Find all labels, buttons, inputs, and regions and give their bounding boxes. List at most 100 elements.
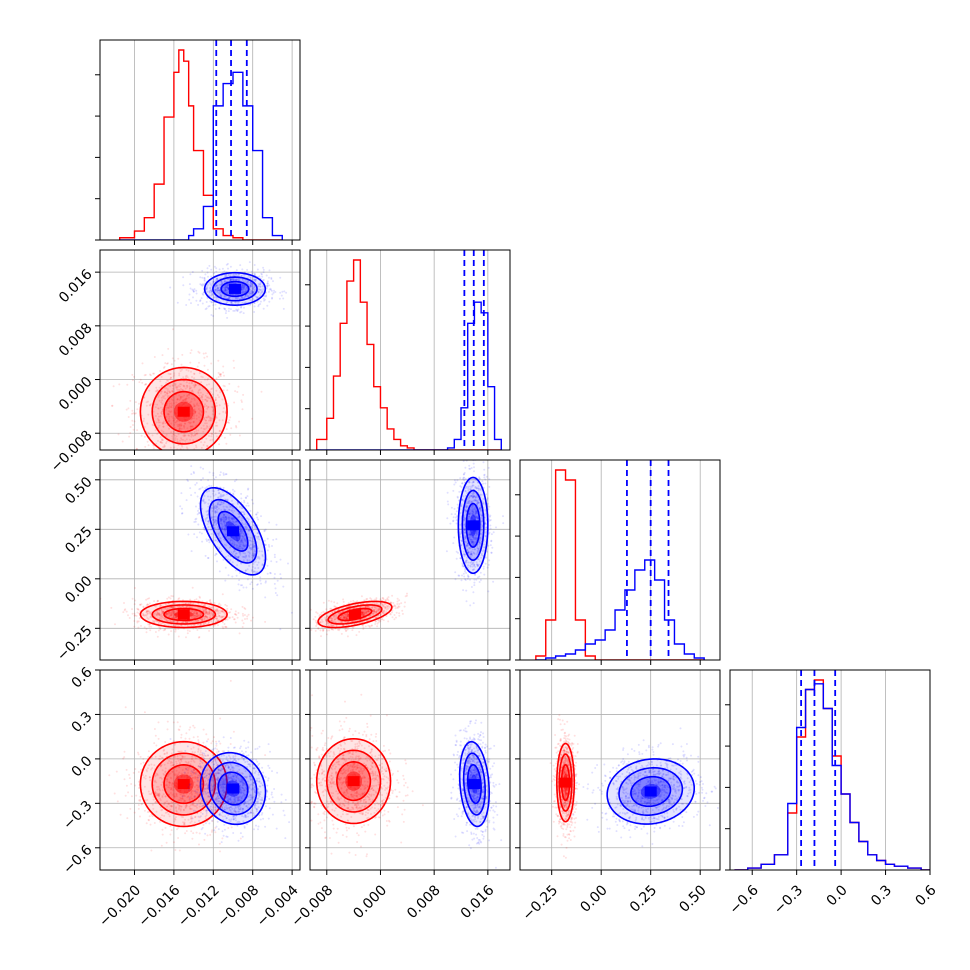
red-sample-point xyxy=(195,432,198,435)
red-sample-point xyxy=(153,620,156,623)
red-sample-point xyxy=(159,615,162,618)
red-sample-point xyxy=(395,616,397,619)
red-sample-point xyxy=(222,384,225,387)
red-sample-point xyxy=(168,406,171,409)
blue-sample-point xyxy=(502,515,504,518)
red-sample-point xyxy=(196,611,198,614)
red-sample-point xyxy=(215,404,218,407)
red-sample-point xyxy=(204,352,207,355)
blue-sample-point xyxy=(246,268,249,271)
red-sample-point xyxy=(396,600,399,603)
blue-sample-point xyxy=(229,279,232,282)
blue-sample-point xyxy=(229,278,232,281)
red-sample-point xyxy=(210,405,213,408)
blue-sample-point xyxy=(238,543,241,546)
red-sample-point xyxy=(374,623,377,625)
red-sample-point xyxy=(160,390,163,393)
red-sample-point xyxy=(197,408,200,410)
red-sample-point xyxy=(200,395,203,397)
blue-sample-point xyxy=(206,516,209,519)
red-sample-point xyxy=(212,408,215,411)
blue-sample-point xyxy=(208,281,211,284)
red-sample-point xyxy=(182,399,185,402)
red-sample-point xyxy=(174,624,177,627)
blue-sample-point xyxy=(240,531,243,534)
red-sample-point xyxy=(210,607,213,609)
red-sample-point xyxy=(219,609,222,612)
red-sample-point xyxy=(131,409,134,412)
red-sample-point xyxy=(221,419,224,422)
blue-sample-point xyxy=(222,505,225,508)
blue-sample-point xyxy=(280,294,283,297)
blue-sample-point xyxy=(246,295,249,298)
red-sample-point xyxy=(137,608,140,611)
red-sample-point xyxy=(216,609,219,612)
blue-sample-point xyxy=(229,539,232,542)
blue-sample-point xyxy=(213,478,216,481)
red-sample-point xyxy=(230,608,233,611)
blue-sample-point xyxy=(453,536,456,539)
red-sample-point xyxy=(148,610,151,613)
red-sample-point xyxy=(197,619,200,622)
red-sample-point xyxy=(162,366,165,369)
red-sample-point xyxy=(166,412,169,415)
blue-sample-point xyxy=(245,554,248,557)
blue-sample-point xyxy=(258,556,261,559)
red-sample-point xyxy=(241,453,243,455)
red-sample-point xyxy=(199,397,202,399)
red-sample-point xyxy=(163,607,166,610)
blue-sample-point xyxy=(222,495,225,498)
blue-sample-point xyxy=(238,589,241,592)
red-sample-point xyxy=(147,444,150,447)
red-sample-point xyxy=(182,602,185,605)
blue-sample-point xyxy=(234,521,237,524)
blue-sample-point xyxy=(203,277,206,279)
blue-sample-point xyxy=(462,572,465,575)
red-sample-point xyxy=(172,433,175,436)
red-sample-point xyxy=(186,384,189,387)
red-sample-point xyxy=(387,596,390,599)
red-sample-point xyxy=(156,412,159,415)
red-sample-point xyxy=(207,416,210,419)
blue-sample-point xyxy=(253,305,256,308)
red-sample-point xyxy=(174,616,177,619)
blue-sample-point xyxy=(226,284,229,287)
red-sample-point xyxy=(188,606,191,609)
blue-sample-point xyxy=(234,569,237,572)
red-sample-point xyxy=(221,625,224,628)
red-sample-point xyxy=(171,606,174,609)
blue-sample-point xyxy=(232,551,235,553)
red-sample-point xyxy=(197,615,200,617)
red-sample-point xyxy=(208,383,211,386)
blue-sample-point xyxy=(209,286,212,289)
blue-sample-point xyxy=(235,552,238,555)
blue-sample-point xyxy=(245,525,248,528)
blue-sample-point xyxy=(251,293,254,296)
red-sample-point xyxy=(200,618,203,621)
blue-sample-point xyxy=(257,535,259,538)
blue-sample-point xyxy=(214,539,217,542)
red-sample-point xyxy=(186,427,189,430)
red-sample-point xyxy=(207,397,210,400)
red-sample-point xyxy=(375,598,378,601)
blue-sample-point xyxy=(251,554,254,557)
blue-sample-point xyxy=(214,288,217,291)
red-sample-point xyxy=(170,606,173,609)
red-sample-point xyxy=(208,612,211,615)
red-sample-point xyxy=(233,613,236,616)
red-sample-point xyxy=(199,623,202,626)
red-sample-point xyxy=(209,400,212,403)
blue-sample-point xyxy=(247,274,250,277)
red-sample-point xyxy=(193,409,196,412)
blue-sample-point xyxy=(250,581,253,584)
blue-sample-point xyxy=(222,518,225,521)
blue-sample-point xyxy=(233,541,236,544)
blue-sample-point xyxy=(189,273,192,276)
blue-sample-point xyxy=(221,526,224,529)
blue-sample-point xyxy=(249,290,252,293)
red-sample-point xyxy=(202,444,205,446)
red-sample-point xyxy=(204,419,207,422)
red-sample-point xyxy=(154,429,157,432)
red-sample-point xyxy=(186,625,189,627)
red-sample-point xyxy=(114,623,116,626)
